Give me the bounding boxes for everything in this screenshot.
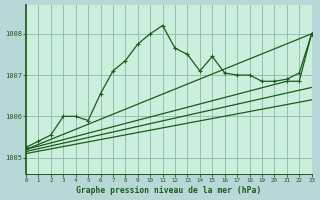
X-axis label: Graphe pression niveau de la mer (hPa): Graphe pression niveau de la mer (hPa)	[76, 186, 261, 195]
